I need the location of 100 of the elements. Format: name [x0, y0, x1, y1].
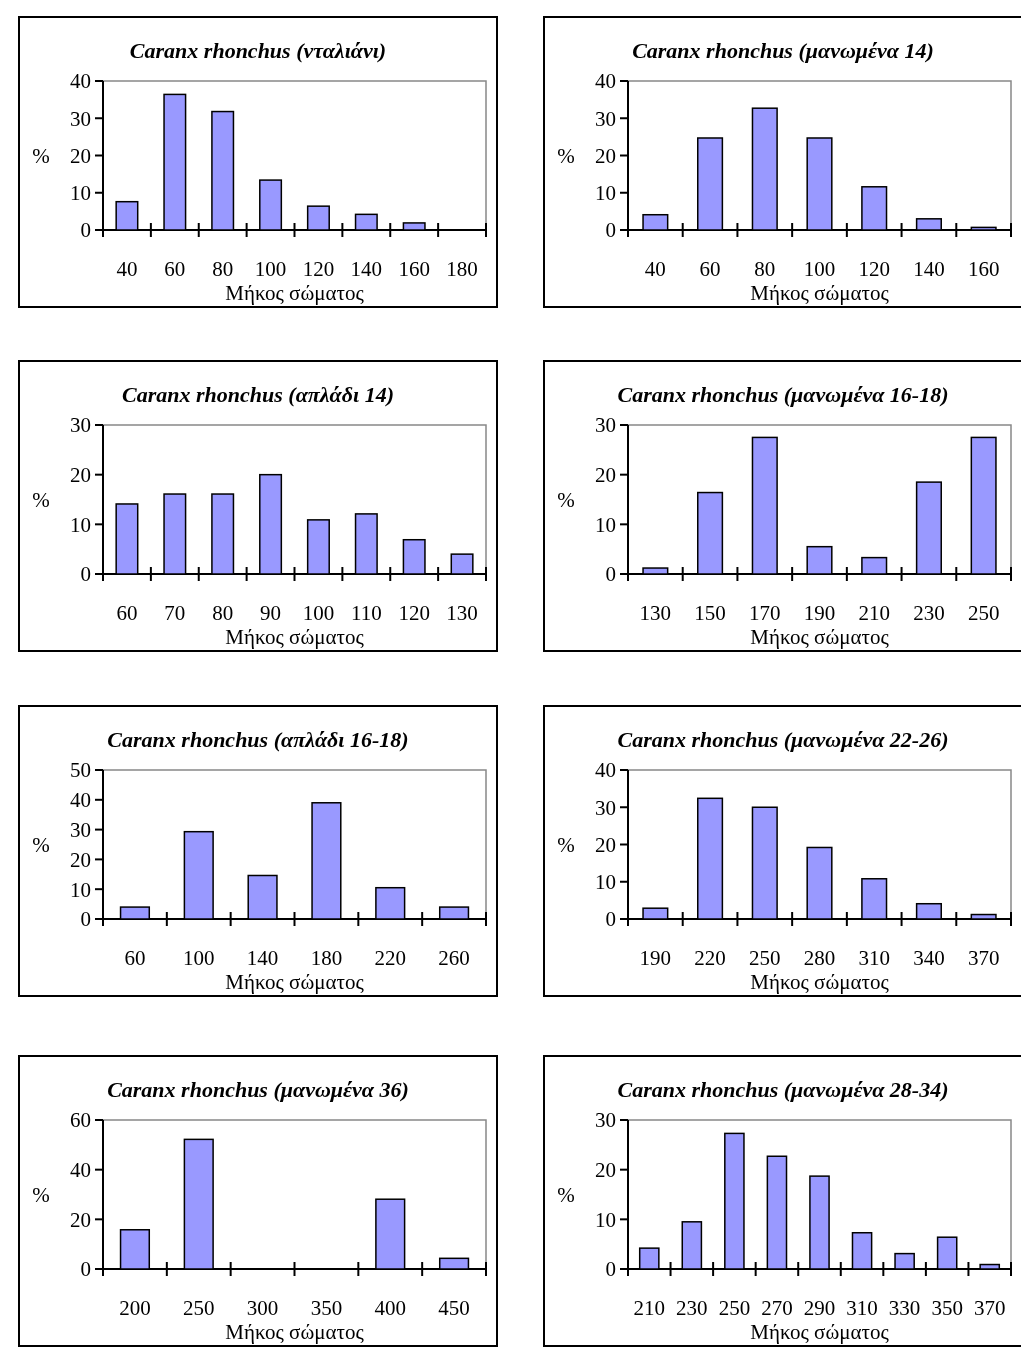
y-tick-label: 30: [595, 413, 616, 438]
x-tick-label: 130: [639, 601, 672, 625]
y-tick-label: 30: [70, 106, 91, 131]
y-tick-label: 0: [80, 218, 91, 243]
x-axis-title: Μήκος σώματος: [750, 970, 890, 994]
x-tick-label: 60: [116, 601, 138, 625]
y-tick-label: 20: [70, 1207, 91, 1232]
y-axis-title: %: [557, 1182, 575, 1207]
x-tick-label: 160: [967, 257, 1000, 281]
y-axis-title: %: [557, 143, 575, 168]
x-tick-label: 140: [350, 257, 383, 281]
chart-title: Caranx rhonchus (μανωμένα 16-18): [617, 382, 949, 407]
x-tick-label: 230: [913, 601, 945, 625]
y-tick-label: 40: [70, 1158, 91, 1183]
chart-title: Caranx rhonchus (μανωμένα 36): [107, 1077, 409, 1102]
y-tick-label: 0: [605, 562, 616, 587]
y-tick-label: 10: [595, 870, 616, 895]
x-tick-label: 210: [858, 601, 890, 625]
y-tick-label: 30: [70, 413, 91, 438]
y-tick-label: 60: [70, 1108, 91, 1133]
chart-title: Caranx rhonchus (μανωμένα 22-26): [617, 727, 949, 752]
x-tick-label: 80: [212, 257, 234, 281]
x-tick-label: 210: [633, 1296, 666, 1320]
x-tick-label: 370: [973, 1296, 1006, 1320]
y-tick-label: 0: [605, 218, 616, 243]
y-axis-title: %: [32, 1182, 50, 1207]
x-tick-label: 260: [438, 946, 470, 970]
y-axis-title: %: [32, 143, 50, 168]
y-axis-title: %: [557, 832, 575, 857]
y-tick-label: 20: [595, 1158, 616, 1183]
x-tick-label: 180: [310, 946, 343, 970]
x-tick-label: 250: [967, 601, 1000, 625]
x-tick-label: 150: [694, 601, 726, 625]
x-tick-label: 120: [302, 257, 335, 281]
y-tick-label: 40: [70, 788, 91, 813]
x-tick-label: 300: [246, 1296, 279, 1320]
y-tick-label: 10: [595, 1207, 616, 1232]
y-tick-label: 30: [70, 817, 91, 842]
x-tick-label: 120: [398, 601, 430, 625]
x-tick-label: 400: [374, 1296, 406, 1320]
x-tick-label: 250: [183, 1296, 215, 1320]
chart-title: Caranx rhonchus (απλάδι 14): [122, 382, 394, 407]
x-axis-title: Μήκος σώματος: [750, 1320, 890, 1344]
x-tick-label: 270: [761, 1296, 793, 1320]
y-tick-label: 0: [80, 562, 91, 587]
x-tick-label: 100: [183, 946, 215, 970]
x-tick-label: 280: [803, 946, 836, 970]
x-tick-label: 290: [803, 1296, 836, 1320]
y-tick-label: 20: [70, 847, 91, 872]
x-tick-label: 80: [212, 601, 234, 625]
x-tick-label: 180: [446, 257, 478, 281]
y-tick-label: 0: [605, 907, 616, 932]
x-tick-label: 120: [858, 257, 890, 281]
chart-title: Caranx rhonchus (μανωμένα 28-34): [617, 1077, 949, 1102]
y-tick-label: 0: [80, 907, 91, 932]
x-axis-title: Μήκος σώματος: [225, 281, 365, 305]
y-axis-title: %: [557, 487, 575, 512]
x-tick-label: 140: [913, 257, 945, 281]
y-tick-label: 10: [595, 181, 616, 206]
y-tick-label: 10: [595, 512, 616, 537]
y-tick-label: 50: [70, 758, 91, 783]
x-tick-label: 100: [302, 601, 335, 625]
x-tick-label: 250: [749, 946, 781, 970]
x-tick-label: 80: [754, 257, 776, 281]
y-axis-title: %: [32, 487, 50, 512]
y-tick-label: 40: [70, 69, 91, 94]
x-tick-label: 310: [846, 1296, 878, 1320]
chart-title: Caranx rhonchus (νταλιάνι): [129, 38, 387, 63]
x-tick-label: 310: [858, 946, 890, 970]
x-tick-label: 40: [644, 257, 666, 281]
x-tick-label: 350: [310, 1296, 343, 1320]
x-axis-title: Μήκος σώματος: [225, 625, 365, 649]
x-tick-label: 250: [718, 1296, 751, 1320]
x-tick-label: 200: [119, 1296, 151, 1320]
x-tick-label: 170: [749, 601, 781, 625]
y-tick-label: 40: [595, 758, 616, 783]
x-tick-label: 220: [374, 946, 406, 970]
x-tick-label: 230: [676, 1296, 708, 1320]
x-axis-title: Μήκος σώματος: [750, 625, 890, 649]
y-tick-label: 10: [70, 877, 91, 902]
chart-title: Caranx rhonchus (απλάδι 16-18): [107, 727, 409, 752]
x-tick-label: 160: [398, 257, 430, 281]
y-tick-label: 20: [595, 143, 616, 168]
x-tick-label: 90: [260, 601, 282, 625]
x-tick-label: 100: [803, 257, 836, 281]
x-tick-label: 330: [888, 1296, 921, 1320]
y-tick-label: 10: [70, 512, 91, 537]
x-tick-label: 140: [246, 946, 279, 970]
y-tick-label: 0: [80, 1257, 91, 1282]
x-tick-label: 340: [913, 946, 945, 970]
y-tick-label: 20: [595, 463, 616, 488]
y-tick-label: 30: [595, 1108, 616, 1133]
y-axis-title: %: [32, 832, 50, 857]
x-tick-label: 190: [803, 601, 836, 625]
x-tick-label: 100: [254, 257, 287, 281]
y-tick-label: 30: [595, 795, 616, 820]
y-tick-label: 20: [70, 143, 91, 168]
x-tick-label: 350: [931, 1296, 963, 1320]
x-axis-title: Μήκος σώματος: [750, 281, 890, 305]
x-tick-label: 70: [164, 601, 186, 625]
